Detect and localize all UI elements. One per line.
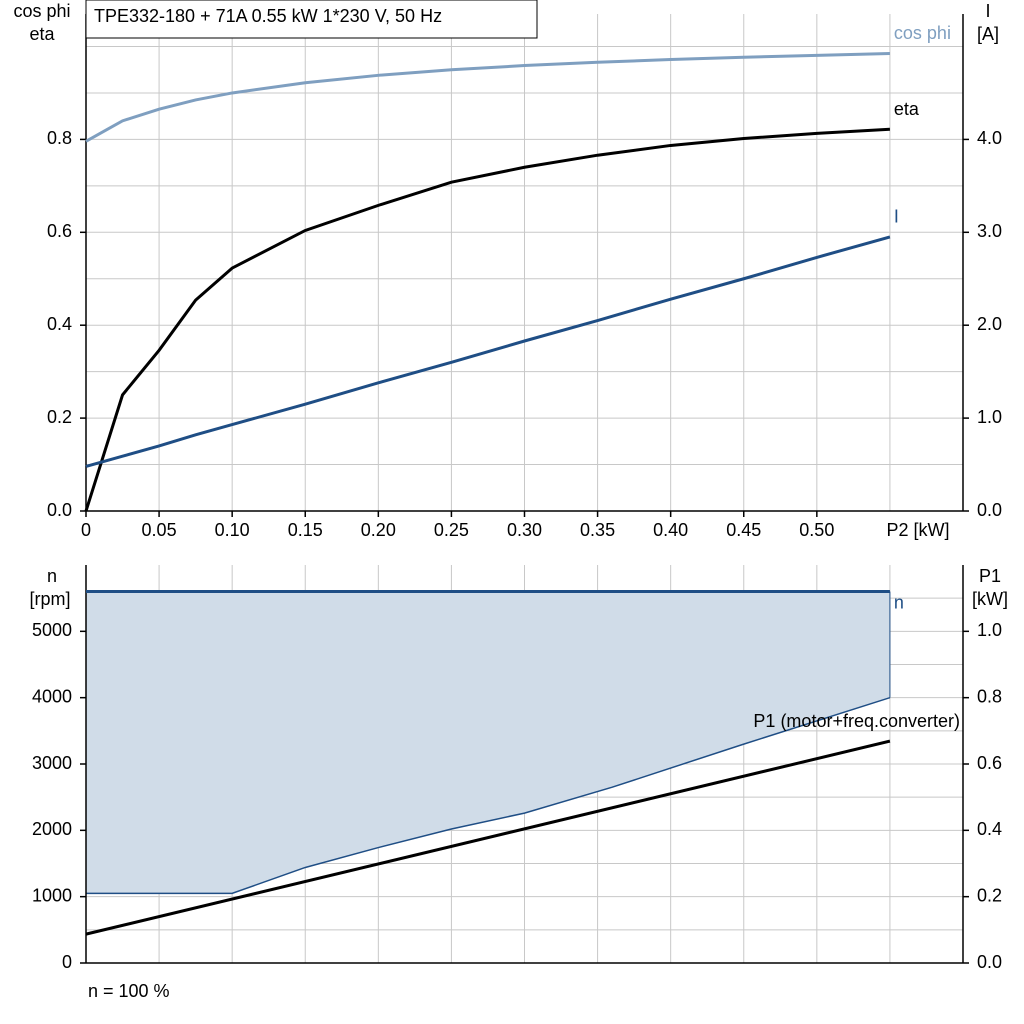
series-label: eta (894, 99, 920, 119)
title-box (85, 0, 538, 39)
x-tick-label: 0.15 (288, 520, 323, 540)
x-tick-label: 0.25 (434, 520, 469, 540)
y-tick-label: 0.8 (47, 128, 72, 148)
series-label: I (894, 207, 899, 227)
y-tick-label: 0 (62, 952, 72, 972)
x-tick-label: 0.35 (580, 520, 615, 540)
x-tick-label: 0.50 (799, 520, 834, 540)
x-tick-label: 0.20 (361, 520, 396, 540)
y-label: eta (29, 24, 55, 44)
y2-tick-label: 3.0 (977, 221, 1002, 241)
y2-label: I (985, 1, 990, 21)
series-label: P1 (motor+freq.converter) (753, 711, 960, 731)
operating-area (86, 591, 890, 894)
x-tick-label: 0.30 (507, 520, 542, 540)
y-tick-label: 2000 (32, 819, 72, 839)
chart-title: TPE332-180 + 71A 0.55 kW 1*230 V, 50 Hz (94, 6, 442, 26)
series-label: n (894, 592, 904, 612)
y-tick-label: 0.2 (47, 407, 72, 427)
x-tick-label: 0 (81, 520, 91, 540)
y-label: cos phi (13, 1, 70, 21)
x-tick-label: 0.45 (726, 520, 761, 540)
y-label: [rpm] (29, 589, 70, 609)
y2-tick-label: 0.2 (977, 885, 1002, 905)
y-tick-label: 3000 (32, 753, 72, 773)
series-line (85, 51, 890, 143)
y2-tick-label: 0.4 (977, 819, 1002, 839)
y-tick-label: 4000 (32, 686, 72, 706)
y-tick-label: 0.6 (47, 221, 72, 241)
series-line (85, 235, 891, 468)
x-tick-label: 0.10 (215, 520, 250, 540)
x-tick-label: 0.05 (142, 520, 177, 540)
y2-tick-label: 0.8 (977, 686, 1002, 706)
note: n = 100 % (88, 981, 170, 1001)
series-label: cos phi (894, 23, 951, 43)
y-tick-label: 1000 (32, 885, 72, 905)
x-tick-label: 0.40 (653, 520, 688, 540)
y2-tick-label: 1.0 (977, 620, 1002, 640)
y-tick-label: 0.0 (47, 500, 72, 520)
y-tick-label: 0.4 (47, 314, 72, 334)
y-label: n (47, 566, 57, 586)
series-line (84, 127, 891, 512)
y2-tick-label: 1.0 (977, 407, 1002, 427)
y2-tick-label: 0.0 (977, 952, 1002, 972)
y2-tick-label: 2.0 (977, 314, 1002, 334)
series-line (85, 739, 891, 936)
range-line (86, 696, 891, 895)
y2-label: [A] (977, 24, 999, 44)
y2-tick-label: 0.6 (977, 753, 1002, 773)
y2-label: P1 (979, 566, 1001, 586)
y2-tick-label: 0.0 (977, 500, 1002, 520)
y-tick-label: 5000 (32, 620, 72, 640)
x-label: P2 [kW] (886, 520, 949, 540)
y2-tick-label: 4.0 (977, 128, 1002, 148)
y2-label: [kW] (972, 589, 1008, 609)
